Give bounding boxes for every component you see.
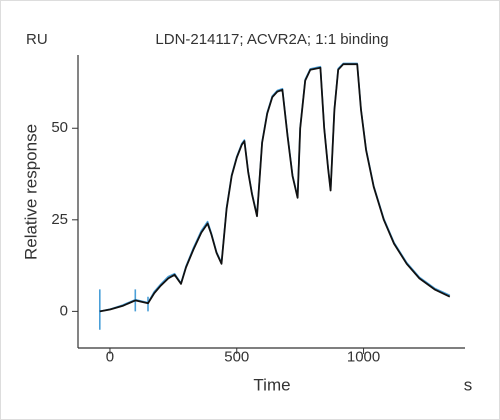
y-tick-label: 50 bbox=[51, 119, 68, 136]
x-tick-label: 0 bbox=[106, 348, 114, 365]
x-tick-label: 500 bbox=[224, 348, 249, 365]
series-line bbox=[99, 63, 451, 313]
y-tick-label: 0 bbox=[60, 302, 68, 319]
x-axis-label: Time bbox=[253, 375, 290, 394]
unit-label: RU bbox=[26, 31, 48, 48]
y-axis-label: Relative response bbox=[21, 124, 40, 260]
chart-title: LDN-214117; ACVR2A; 1:1 binding bbox=[155, 31, 388, 48]
x-axis-unit: s bbox=[464, 375, 473, 394]
x-tick-label: 1000 bbox=[347, 348, 380, 365]
y-tick-label: 25 bbox=[51, 211, 68, 228]
